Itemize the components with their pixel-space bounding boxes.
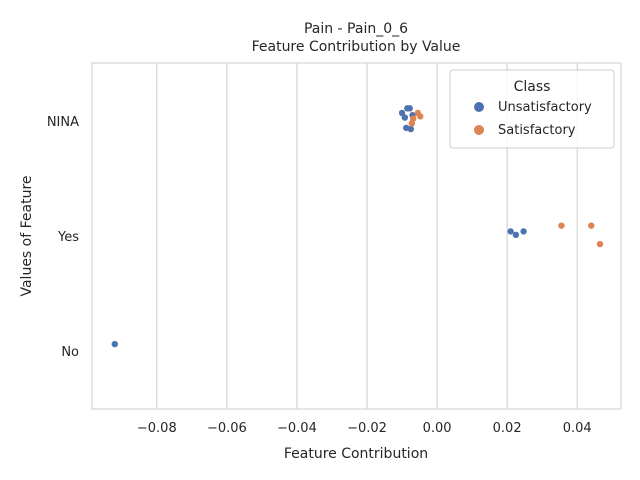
x-axis-label: Feature Contribution	[284, 446, 428, 462]
data-point-unsatisfactory	[401, 114, 409, 121]
y-tick-labels: NINA Yes No	[47, 115, 79, 360]
chart-title-line1: Pain - Pain_0_6	[304, 21, 408, 37]
y-axis-label: Values of Feature	[19, 175, 35, 296]
data-point-unsatisfactory	[520, 228, 527, 235]
data-point-satisfactory	[596, 240, 604, 248]
grid-lines	[156, 63, 578, 409]
data-point-unsatisfactory	[407, 125, 415, 133]
x-tick-label: 0.04	[563, 421, 592, 436]
data-point-unsatisfactory	[507, 228, 514, 235]
x-tick-labels: −0.08 −0.06 −0.04 −0.02 0.00 0.02 0.04	[137, 421, 592, 436]
legend-marker-unsatisfactory	[474, 102, 484, 112]
legend-box	[449, 69, 615, 149]
data-point-satisfactory	[588, 222, 595, 229]
data-points	[111, 105, 604, 348]
data-point-satisfactory	[417, 113, 424, 120]
data-point-unsatisfactory	[111, 340, 118, 348]
data-point-unsatisfactory	[512, 231, 520, 239]
x-tick-label: −0.06	[207, 421, 247, 436]
x-tick-label: −0.08	[137, 421, 177, 436]
y-tick-label: No	[61, 345, 79, 360]
plot-frame	[91, 62, 622, 410]
legend-label-unsatisfactory: Unsatisfactory	[498, 100, 592, 115]
x-tick-label: −0.04	[277, 421, 317, 436]
data-point-satisfactory	[408, 120, 416, 127]
data-point-satisfactory	[558, 222, 565, 229]
x-tick-label: 0.02	[493, 421, 522, 436]
y-tick-label: NINA	[47, 115, 79, 130]
legend: Class Unsatisfactory Satisfactory	[449, 69, 615, 149]
y-tick-label: Yes	[57, 230, 79, 245]
x-tick-label: −0.02	[347, 421, 387, 436]
legend-marker-satisfactory	[474, 125, 484, 135]
chart-title-line2: Feature Contribution by Value	[252, 39, 461, 55]
legend-label-satisfactory: Satisfactory	[498, 123, 576, 138]
data-point-unsatisfactory	[406, 105, 413, 112]
data-point-unsatisfactory	[398, 109, 406, 117]
x-tick-label: 0.00	[423, 421, 452, 436]
legend-title: Class	[514, 79, 551, 95]
